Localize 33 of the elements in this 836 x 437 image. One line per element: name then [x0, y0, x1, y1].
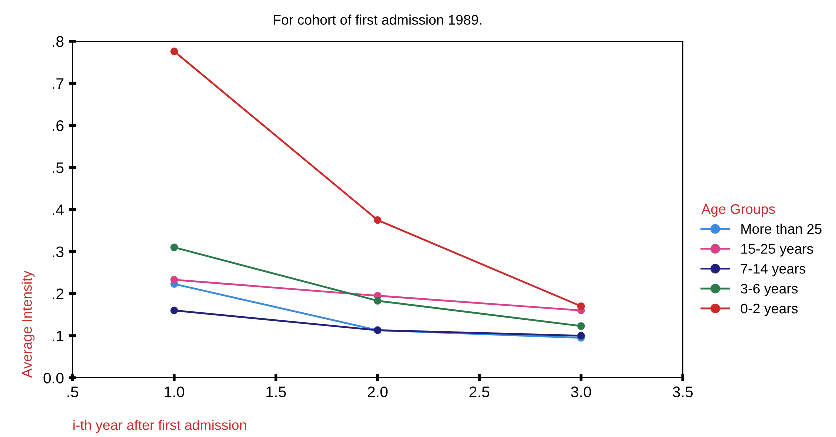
x-tick-label: 2.0 — [368, 386, 388, 398]
point — [374, 297, 382, 305]
y-tick-label: 0.0 — [44, 372, 64, 384]
point — [170, 306, 178, 315]
point — [170, 276, 178, 284]
legend-label: 3-6 years — [741, 284, 798, 297]
y-tick-label: .4 — [53, 204, 64, 216]
point — [374, 216, 382, 224]
x-tick-label: .5 — [68, 386, 78, 398]
y-tick-label: .6 — [53, 120, 64, 132]
x-tick-label: 1.0 — [164, 386, 184, 398]
legend-label: 7-14 years — [741, 264, 806, 277]
point — [577, 322, 586, 330]
legend-label: 15-25 years — [742, 244, 814, 257]
x-axis-title: i-th year after first admission — [74, 420, 246, 433]
y-tick-label: .2 — [53, 288, 64, 300]
x-tick-label: 3.0 — [571, 386, 592, 398]
legend-label: 0-2 years — [741, 304, 798, 316]
y-axis-title: Average Intensity — [22, 270, 35, 378]
y-tick-label: .7 — [53, 78, 64, 90]
y-tick-label: .1 — [53, 330, 64, 342]
y-tick-label: .3 — [53, 246, 64, 258]
legend-label: More than 25 — [742, 224, 822, 234]
x-tick-label: 3.5 — [672, 386, 693, 398]
x-tick-label: 2.5 — [470, 386, 490, 398]
point — [577, 302, 586, 310]
y-tick-label: .8 — [53, 36, 64, 48]
point — [170, 244, 178, 252]
chart-title: For cohort of first admission 1989. — [274, 14, 482, 25]
x-tick-label: 1.5 — [266, 386, 286, 398]
legend-title: Age Groups — [702, 204, 776, 217]
point — [170, 48, 178, 56]
y-tick-label: .5 — [53, 162, 64, 174]
